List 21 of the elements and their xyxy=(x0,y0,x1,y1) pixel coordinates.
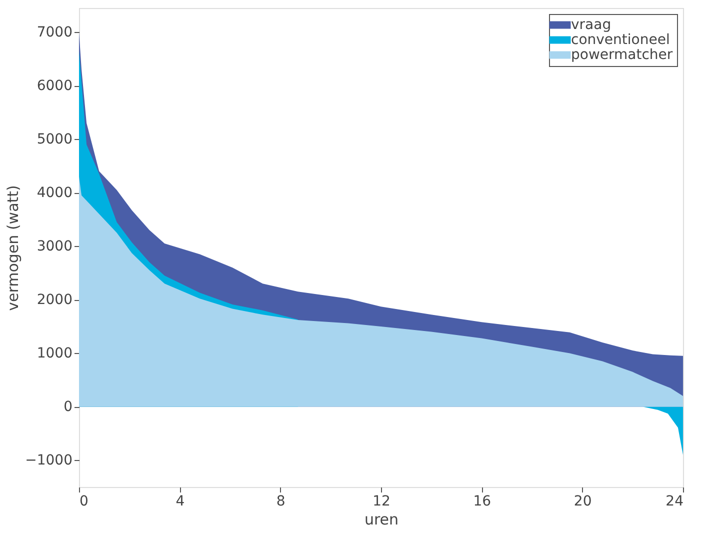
y-tick-label: 1000 xyxy=(36,346,72,362)
x-tick-label: 8 xyxy=(276,494,286,510)
x-tick-label: 20 xyxy=(574,494,592,510)
legend-label: vraag xyxy=(571,17,612,33)
y-tick-label: 5000 xyxy=(36,132,72,148)
y-tick-label: 2000 xyxy=(36,292,72,308)
y-tick-label: 0 xyxy=(64,399,72,416)
y-axis-title: vermogen (watt) xyxy=(4,185,22,311)
y-tick-label: −1000 xyxy=(25,452,72,469)
legend-label: conventioneel xyxy=(571,32,670,48)
y-tick-label: 3000 xyxy=(36,238,72,255)
x-tick-label: 4 xyxy=(176,494,185,510)
x-tick-label: 12 xyxy=(372,494,390,510)
y-tick-label: 4000 xyxy=(36,185,72,202)
y-tick-label: 7000 xyxy=(36,24,72,41)
x-axis-title: uren xyxy=(364,510,399,528)
x-tick-label: 0 xyxy=(80,494,88,510)
x-tick-label: 16 xyxy=(473,494,492,510)
legend-label: powermatcher xyxy=(571,47,673,63)
x-tick-label: 24 xyxy=(666,494,684,510)
y-tick-label: 6000 xyxy=(36,78,72,94)
